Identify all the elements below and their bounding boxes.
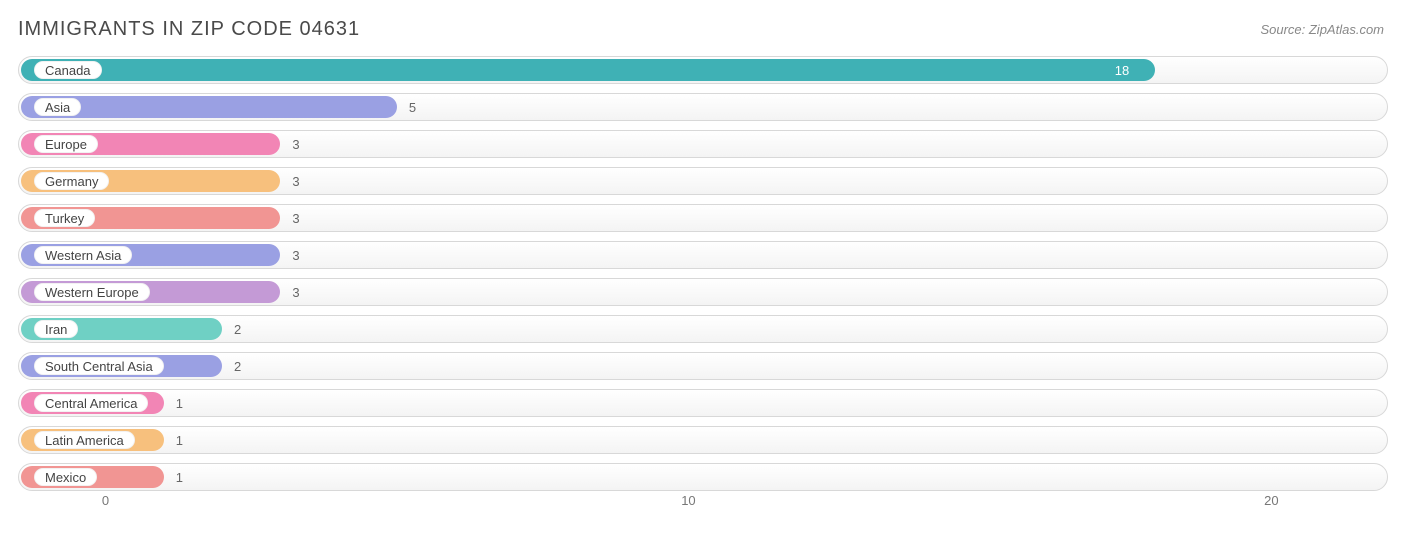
bar-label-pill: Latin America: [34, 431, 135, 449]
chart-area: Canada18Asia5Europe3Germany3Turkey3Weste…: [18, 56, 1388, 508]
bar-value: 1: [168, 426, 191, 454]
bar-row: Germany 3: [18, 167, 1388, 195]
bar-track: [18, 389, 1388, 417]
x-tick: 0: [102, 493, 109, 508]
bar-row: Europe 3: [18, 130, 1388, 158]
x-tick: 10: [681, 493, 695, 508]
bar-value: 3: [284, 130, 307, 158]
bar-row: Western Europe 3: [18, 278, 1388, 306]
bar-row: Asia 5: [18, 93, 1388, 121]
bar-row: Iran 2: [18, 315, 1388, 343]
bar-row: Turkey 3: [18, 204, 1388, 232]
bar-row: Western Asia 3: [18, 241, 1388, 269]
bar-label-pill: Mexico: [34, 468, 97, 486]
x-tick: 20: [1264, 493, 1278, 508]
bar-value: 2: [226, 352, 249, 380]
bar-label-pill: South Central Asia: [34, 357, 164, 375]
bar-label-pill: Canada: [34, 61, 102, 79]
bar-value: 3: [284, 204, 307, 232]
plot-region: Canada18Asia5Europe3Germany3Turkey3Weste…: [18, 56, 1388, 484]
bar-track: [18, 352, 1388, 380]
bar-fill: [21, 59, 1155, 81]
bar-label-pill: Central America: [34, 394, 148, 412]
bar-label-pill: Iran: [34, 320, 78, 338]
bar-row: Mexico 1: [18, 463, 1388, 491]
bar-track: [18, 315, 1388, 343]
bar-label-pill: Western Europe: [34, 283, 150, 301]
bar-track: [18, 463, 1388, 491]
bar-label-pill: Turkey: [34, 209, 95, 227]
bar-label-pill: Germany: [34, 172, 109, 190]
bar-value: 2: [226, 315, 249, 343]
bar-row: Latin America 1: [18, 426, 1388, 454]
source-attribution: Source: ZipAtlas.com: [1260, 22, 1384, 37]
chart-title: IMMIGRANTS IN ZIP CODE 04631: [18, 18, 360, 41]
bar-value: 3: [284, 241, 307, 269]
bar-row: Central America 1: [18, 389, 1388, 417]
bar-label-pill: Western Asia: [34, 246, 132, 264]
bar-value: 1: [168, 463, 191, 491]
bar-label-pill: Asia: [34, 98, 81, 116]
bar-value: 1: [168, 389, 191, 417]
bar-value: 5: [401, 93, 424, 121]
bar-value: 3: [284, 167, 307, 195]
bar-row: South Central Asia 2: [18, 352, 1388, 380]
bar-label-pill: Europe: [34, 135, 98, 153]
bar-value: 18: [1107, 56, 1137, 84]
bar-row: Canada 18: [18, 56, 1388, 84]
bar-track: [18, 426, 1388, 454]
bar-value: 3: [284, 278, 307, 306]
